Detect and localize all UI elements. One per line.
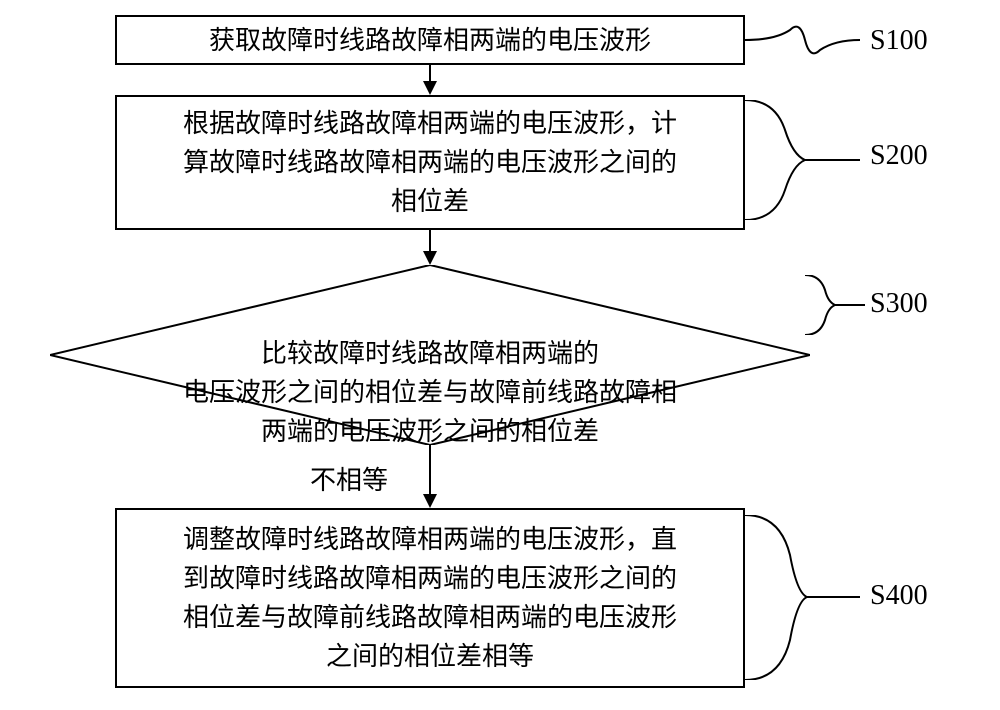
brace-s300 [805, 275, 865, 335]
node-s400: 调整故障时线路故障相两端的电压波形，直 到故障时线路故障相两端的电压波形之间的 … [115, 508, 745, 688]
arrow-3-head [423, 494, 437, 508]
edge-label-unequal: 不相等 [310, 460, 388, 497]
node-s200-text: 根据故障时线路故障相两端的电压波形，计 算故障时线路故障相两端的电压波形之间的 … [183, 104, 677, 221]
arrow-2-line [429, 230, 431, 253]
node-s400-text: 调整故障时线路故障相两端的电压波形，直 到故障时线路故障相两端的电压波形之间的 … [183, 520, 677, 676]
label-s400: S400 [870, 580, 928, 612]
arrow-1-head [423, 81, 437, 95]
label-s100: S100 [870, 25, 928, 57]
node-s300-text: 比较故障时线路故障相两端的 电压波形之间的相位差与故障前线路故障相 两端的电压波… [50, 295, 810, 451]
brace-s100 [745, 20, 860, 60]
node-s100: 获取故障时线路故障相两端的电压波形 [115, 15, 745, 65]
brace-s200 [745, 100, 860, 220]
node-s300: 比较故障时线路故障相两端的 电压波形之间的相位差与故障前线路故障相 两端的电压波… [50, 265, 810, 445]
node-s200: 根据故障时线路故障相两端的电压波形，计 算故障时线路故障相两端的电压波形之间的 … [115, 95, 745, 230]
node-s100-text: 获取故障时线路故障相两端的电压波形 [209, 21, 651, 60]
label-s200: S200 [870, 140, 928, 172]
arrow-2-head [423, 251, 437, 265]
label-s300: S300 [870, 288, 928, 320]
brace-s400 [745, 515, 860, 680]
arrow-3-line [429, 445, 431, 496]
